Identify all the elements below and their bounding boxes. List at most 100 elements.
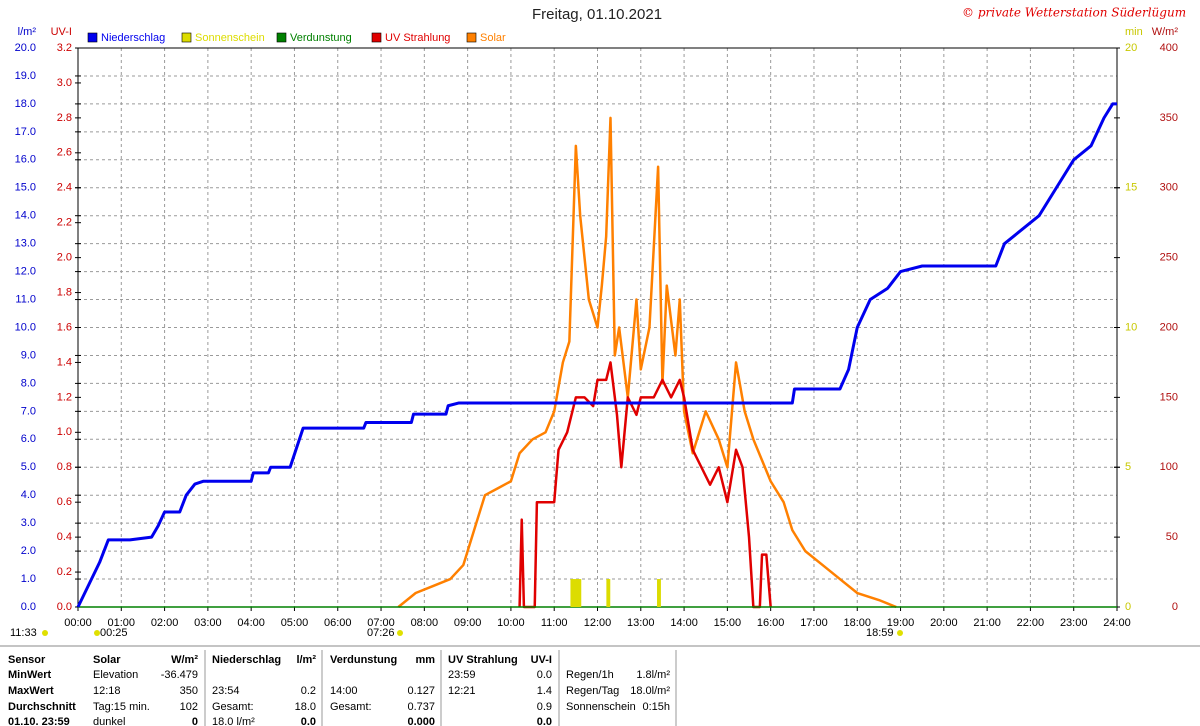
table-cell: 1.4 — [537, 685, 552, 697]
x-tick-label: 00:00 — [64, 617, 92, 629]
table-cell: 0:15h — [642, 701, 670, 713]
legend-label: Solar — [480, 32, 506, 44]
y-tick-label: 15 — [1125, 182, 1137, 194]
table-cell: MinWert — [8, 669, 52, 681]
x-tick-label: 14:00 — [670, 617, 698, 629]
y-tick-label: 17.0 — [15, 126, 36, 138]
table-cell: 0.127 — [407, 685, 435, 697]
y-tick-label: 3.0 — [57, 77, 72, 89]
table-cell: 12:18 — [93, 685, 121, 697]
x-tick-label: 08:00 — [411, 617, 439, 629]
y-tick-label: 14.0 — [15, 210, 36, 222]
table-cell: 18.0l/m² — [630, 685, 670, 697]
y-tick-label: 1.2 — [57, 391, 72, 403]
x-tick-label: 18:00 — [843, 617, 871, 629]
table-cell: Solar — [93, 654, 121, 666]
table-cell: UV-I — [531, 654, 552, 666]
annotation: 11:33 — [10, 627, 37, 639]
annotation: 00:25 — [100, 627, 128, 639]
y-tick-label: 19.0 — [15, 70, 36, 82]
bar — [657, 579, 661, 607]
y-tick-label: 50 — [1166, 531, 1178, 543]
x-tick-label: 22:00 — [1017, 617, 1045, 629]
y-tick-label: 2.0 — [57, 252, 72, 264]
bar — [606, 579, 611, 607]
table-cell: 12:21 — [448, 685, 476, 697]
y-tick-label: 1.0 — [21, 573, 36, 585]
table-cell: 0.737 — [407, 701, 435, 713]
annotation: 18:59 — [866, 627, 894, 639]
legend-label: Sonnenschein — [195, 32, 265, 44]
bar — [573, 579, 578, 607]
legend-swatch — [87, 32, 98, 43]
table-cell: 0.2 — [301, 685, 316, 697]
series-line — [76, 102, 1117, 608]
y-tick-label: 0.0 — [21, 601, 36, 613]
axis-title: W/m² — [1152, 26, 1179, 38]
table-cell: mm — [415, 654, 435, 666]
table-cell: 0.9 — [537, 701, 552, 713]
sun-marker — [897, 630, 903, 636]
table-cell: -36.479 — [161, 669, 198, 681]
legend-swatch — [276, 32, 287, 43]
y-tick-label: 12.0 — [15, 266, 36, 278]
y-tick-label: 150 — [1160, 391, 1178, 403]
y-tick-label: 250 — [1160, 252, 1178, 264]
legend-label: Verdunstung — [290, 32, 352, 44]
table-cell: W/m² — [171, 654, 198, 666]
table-cell: 23:59 — [448, 669, 476, 681]
y-tick-label: 10.0 — [15, 321, 36, 333]
axis-title: l/m² — [18, 26, 37, 38]
y-tick-label: 2.4 — [57, 182, 72, 194]
table-cell: Durchschnitt — [8, 701, 76, 713]
sun-marker — [94, 630, 100, 636]
y-tick-label: 1.6 — [57, 321, 72, 333]
sun-marker — [397, 630, 403, 636]
y-tick-label: 2.2 — [57, 217, 72, 229]
table-cell: MaxWert — [8, 685, 54, 697]
table-cell: 0.0 — [301, 716, 316, 726]
legend-swatch — [371, 32, 382, 43]
table-cell: 0.0 — [537, 669, 552, 681]
y-tick-label: 300 — [1160, 182, 1178, 194]
y-tick-label: 2.0 — [21, 545, 36, 557]
y-tick-label: 13.0 — [15, 238, 36, 250]
table-cell: Gesamt: — [330, 701, 372, 713]
legend-label: UV Strahlung — [385, 32, 450, 44]
chart-title: Freitag, 01.10.2021 — [532, 6, 662, 23]
y-tick-label: 0.0 — [57, 601, 72, 613]
table-cell: Tag:15 min. — [93, 701, 150, 713]
y-tick-label: 5.0 — [21, 461, 36, 473]
x-tick-label: 11:00 — [541, 617, 568, 629]
axis-title: min — [1125, 26, 1143, 38]
table-cell: Verdunstung — [330, 654, 397, 666]
legend-label: Niederschlag — [101, 32, 165, 44]
table-cell: 0 — [192, 716, 198, 726]
x-tick-label: 09:00 — [454, 617, 482, 629]
x-tick-label: 05:00 — [281, 617, 309, 629]
y-tick-label: 0.6 — [57, 496, 72, 508]
y-tick-label: 100 — [1160, 461, 1178, 473]
table-cell: 350 — [180, 685, 198, 697]
x-tick-label: 16:00 — [757, 617, 785, 629]
y-tick-label: 4.0 — [21, 489, 36, 501]
table-cell: Sonnenschein — [566, 701, 636, 713]
legend-swatch — [466, 32, 477, 43]
y-tick-label: 0.2 — [57, 566, 72, 578]
y-tick-label: 15.0 — [15, 182, 36, 194]
y-tick-label: 1.8 — [57, 286, 72, 298]
y-tick-label: 5 — [1125, 461, 1131, 473]
y-tick-label: 1.0 — [57, 426, 72, 438]
x-tick-label: 01:00 — [108, 617, 136, 629]
y-tick-label: 0.4 — [57, 531, 72, 543]
x-tick-label: 10:00 — [497, 617, 525, 629]
x-tick-label: 20:00 — [930, 617, 958, 629]
y-tick-label: 0 — [1172, 601, 1178, 613]
table-cell: 14:00 — [330, 685, 358, 697]
y-tick-label: 9.0 — [21, 349, 36, 361]
x-tick-label: 23:00 — [1060, 617, 1088, 629]
x-tick-label: 07:00 — [367, 617, 395, 629]
y-tick-label: 20 — [1125, 42, 1137, 54]
